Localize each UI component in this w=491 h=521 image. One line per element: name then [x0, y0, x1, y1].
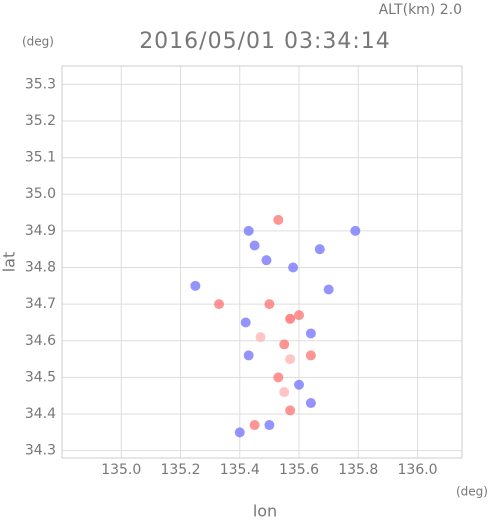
echo-point: [294, 310, 305, 321]
y-tick-label: 34.6: [25, 333, 56, 349]
y-tick-label: 34.4: [25, 406, 56, 422]
chart-title: 2016/05/01 03:34:14: [139, 29, 391, 54]
y-tick-label: 35.0: [25, 186, 56, 202]
x-tick-label: 136.0: [398, 462, 438, 478]
echo-point: [279, 339, 290, 350]
echo-point: [243, 225, 254, 236]
echo-point: [288, 262, 299, 273]
echo-point: [314, 244, 325, 255]
x-tick-label: 135.2: [160, 462, 200, 478]
y-unit: (deg): [22, 35, 54, 49]
y-tick-label: 35.3: [25, 76, 56, 92]
echo-point: [249, 240, 260, 251]
x-tick-label: 135.8: [338, 462, 378, 478]
echo-point: [273, 372, 284, 383]
echo-point: [285, 405, 296, 416]
echo-point: [214, 299, 225, 310]
echo-point: [190, 280, 201, 291]
y-tick-label: 35.2: [25, 113, 56, 129]
echo-point: [264, 299, 275, 310]
echo-point: [323, 284, 334, 295]
echo-point: [285, 354, 296, 365]
echo-point: [240, 317, 251, 328]
y-tick-label: 34.9: [25, 223, 56, 239]
echo-point: [279, 387, 290, 398]
x-axis-label: lon: [253, 502, 277, 521]
echo-point: [350, 225, 361, 236]
echo-point: [264, 420, 275, 431]
y-axis-label: lat: [0, 252, 19, 273]
echo-point: [273, 214, 284, 225]
echo-point: [249, 420, 260, 431]
y-tick-label: 34.5: [25, 369, 56, 385]
echo-point: [305, 398, 316, 409]
plot-frame: [61, 65, 463, 459]
echo-point: [261, 255, 272, 266]
echo-point: [294, 379, 305, 390]
echo-point: [243, 350, 254, 361]
x-tick-label: 135.4: [220, 462, 260, 478]
echo-point: [305, 328, 316, 339]
y-tick-label: 34.7: [25, 296, 56, 312]
y-tick-label: 34.3: [25, 443, 56, 459]
x-unit: (deg): [456, 485, 488, 499]
echo-point: [285, 313, 296, 324]
y-tick-label: 35.1: [25, 150, 56, 166]
echo-point: [255, 332, 266, 343]
x-tick-label: 135.6: [279, 462, 319, 478]
echo-point: [234, 427, 245, 438]
altitude-label: ALT(km) 2.0: [379, 2, 462, 18]
y-tick-label: 34.8: [25, 259, 56, 275]
echo-point: [305, 350, 316, 361]
x-tick-label: 135.0: [101, 462, 141, 478]
